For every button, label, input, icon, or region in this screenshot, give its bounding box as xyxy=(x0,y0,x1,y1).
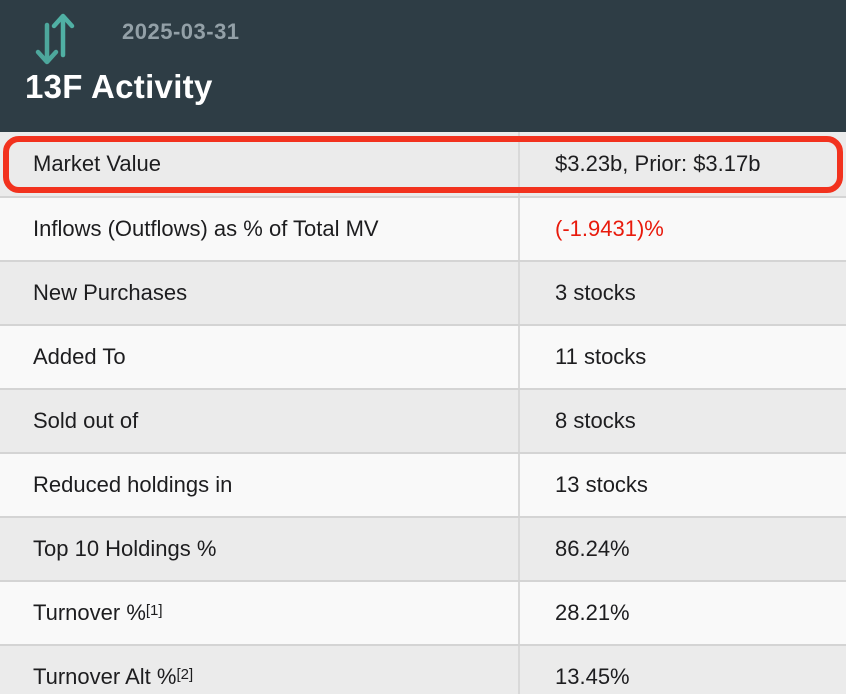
table-row-turnover-alt: Turnover Alt % [2] 13.45% xyxy=(0,644,846,694)
table-row-turnover: Turnover % [1] 28.21% xyxy=(0,580,846,644)
row-value: 13.45% xyxy=(555,664,630,689)
row-label: Added To xyxy=(0,326,520,388)
row-value: 28.21% xyxy=(555,600,630,625)
up-down-arrows-icon xyxy=(34,9,76,72)
activity-table: Market Value $3.23b, Prior: $3.17b Inflo… xyxy=(0,132,846,694)
table-row-top10-holdings: Top 10 Holdings % 86.24% xyxy=(0,516,846,580)
row-value: 86.24% xyxy=(555,536,630,561)
row-label: Market Value xyxy=(0,132,520,196)
table-row-sold-out-of: Sold out of 8 stocks xyxy=(0,388,846,452)
row-value: 3 stocks xyxy=(555,280,636,305)
row-label: New Purchases xyxy=(0,262,520,324)
table-row-reduced-holdings: Reduced holdings in 13 stocks xyxy=(0,452,846,516)
table-row-market-value: Market Value $3.23b, Prior: $3.17b xyxy=(0,132,846,196)
row-label: Reduced holdings in xyxy=(0,454,520,516)
row-value: 11 stocks xyxy=(555,344,647,369)
page-title: 13F Activity xyxy=(25,68,213,105)
table-row-inflows-outflows: Inflows (Outflows) as % of Total MV (-1.… xyxy=(0,196,846,260)
row-label: Turnover Alt % [2] xyxy=(0,646,520,694)
row-label: Top 10 Holdings % xyxy=(0,518,520,580)
table-row-new-purchases: New Purchases 3 stocks xyxy=(0,260,846,324)
row-value: $3.23b, Prior: $3.17b xyxy=(555,151,761,176)
report-date: 2025-03-31 xyxy=(122,19,240,44)
row-label: Inflows (Outflows) as % of Total MV xyxy=(0,198,520,260)
row-value: (-1.9431)% xyxy=(555,216,664,241)
row-value: 8 stocks xyxy=(555,408,636,433)
row-value: 13 stocks xyxy=(555,472,648,497)
row-label: Sold out of xyxy=(0,390,520,452)
row-label: Turnover % [1] xyxy=(0,582,520,644)
card-header: 2025-03-31 13F Activity xyxy=(0,0,846,132)
table-row-added-to: Added To 11 stocks xyxy=(0,324,846,388)
